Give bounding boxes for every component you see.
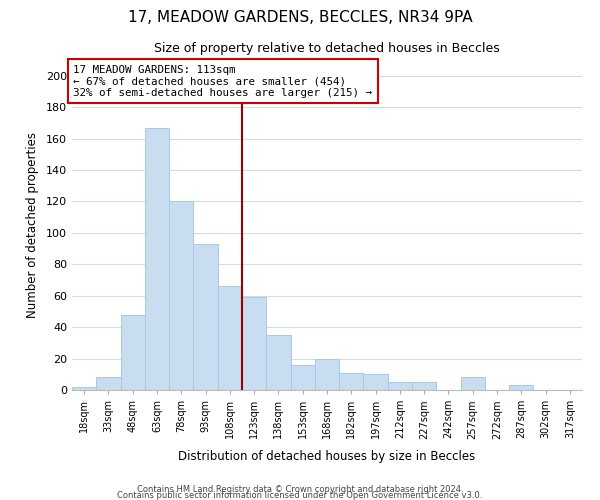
Bar bbox=[315, 358, 339, 390]
Bar bbox=[72, 387, 96, 390]
Bar bbox=[412, 382, 436, 390]
Bar bbox=[169, 202, 193, 390]
Bar bbox=[364, 374, 388, 390]
Bar bbox=[388, 382, 412, 390]
Bar bbox=[339, 372, 364, 390]
Y-axis label: Number of detached properties: Number of detached properties bbox=[26, 132, 39, 318]
Bar bbox=[96, 378, 121, 390]
Text: Contains public sector information licensed under the Open Government Licence v3: Contains public sector information licen… bbox=[118, 490, 482, 500]
Text: 17, MEADOW GARDENS, BECCLES, NR34 9PA: 17, MEADOW GARDENS, BECCLES, NR34 9PA bbox=[128, 10, 472, 25]
Bar bbox=[193, 244, 218, 390]
Text: Contains HM Land Registry data © Crown copyright and database right 2024.: Contains HM Land Registry data © Crown c… bbox=[137, 484, 463, 494]
Bar bbox=[145, 128, 169, 390]
Bar bbox=[242, 298, 266, 390]
Bar bbox=[218, 286, 242, 390]
X-axis label: Distribution of detached houses by size in Beccles: Distribution of detached houses by size … bbox=[178, 450, 476, 462]
Bar bbox=[461, 378, 485, 390]
Text: 17 MEADOW GARDENS: 113sqm
← 67% of detached houses are smaller (454)
32% of semi: 17 MEADOW GARDENS: 113sqm ← 67% of detac… bbox=[73, 64, 372, 98]
Bar bbox=[121, 314, 145, 390]
Bar bbox=[266, 335, 290, 390]
Bar bbox=[290, 365, 315, 390]
Bar bbox=[509, 386, 533, 390]
Title: Size of property relative to detached houses in Beccles: Size of property relative to detached ho… bbox=[154, 42, 500, 54]
